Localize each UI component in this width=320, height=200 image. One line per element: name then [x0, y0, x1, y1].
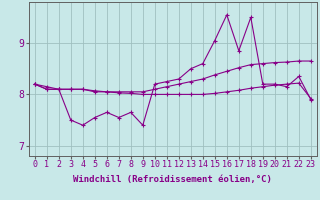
X-axis label: Windchill (Refroidissement éolien,°C): Windchill (Refroidissement éolien,°C) — [73, 175, 272, 184]
